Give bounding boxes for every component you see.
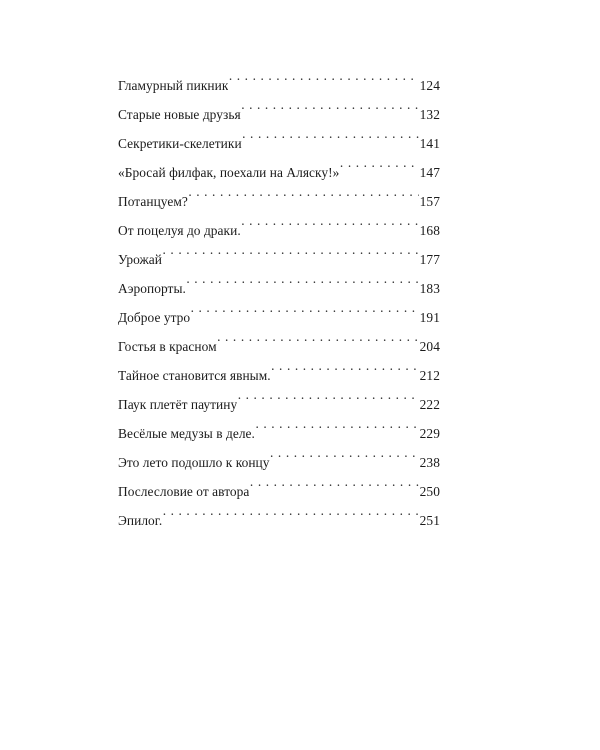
toc-entry-page-number: 212 <box>419 368 440 383</box>
toc-dot-leader <box>238 396 419 409</box>
toc-entry-title: Это лето подошло к концу <box>118 455 270 470</box>
toc-entry[interactable]: Доброе утро 191 <box>118 303 440 332</box>
toc-entry-title: Послесловие от автора <box>118 484 250 499</box>
toc-entry-title: От поцелуя до драки. <box>118 223 241 238</box>
toc-entry[interactable]: Потанцуем? 157 <box>118 187 440 216</box>
toc-entry-page-number: 157 <box>419 194 440 209</box>
toc-entry-title: Гостья в красном <box>118 339 217 354</box>
toc-entry[interactable]: Гостья в красном 204 <box>118 332 440 361</box>
toc-entry[interactable]: Тайное становится явным. 212 <box>118 361 440 390</box>
toc-entry-title: Потанцуем? <box>118 194 188 209</box>
toc-entry-page-number: 132 <box>419 107 440 122</box>
toc-entry[interactable]: Это лето подошло к концу 238 <box>118 448 440 477</box>
toc-dot-leader <box>250 483 419 496</box>
toc-entry-title: Паук плетёт паутину <box>118 397 238 412</box>
toc-dot-leader <box>188 193 419 206</box>
toc-entry[interactable]: Весёлые медузы в деле. 229 <box>118 419 440 448</box>
toc-entry[interactable]: Старые новые друзья 132 <box>118 100 440 129</box>
toc-dot-leader <box>163 512 419 525</box>
toc-entry-page-number: 250 <box>419 484 440 499</box>
toc-entry[interactable]: Послесловие от автора 250 <box>118 477 440 506</box>
toc-entry-title: Аэропорты. <box>118 281 186 296</box>
toc-entry[interactable]: От поцелуя до драки. 168 <box>118 216 440 245</box>
toc-dot-leader <box>241 222 419 235</box>
table-of-contents: Гламурный пикник 124 Старые новые друзья 13… <box>118 71 440 535</box>
toc-dot-leader <box>191 309 419 322</box>
toc-entry-page-number: 168 <box>419 223 440 238</box>
toc-dot-leader <box>255 425 419 438</box>
toc-dot-leader <box>163 251 420 264</box>
toc-entry-title: Секретики-скелетики <box>118 136 242 151</box>
toc-entry-page-number: 204 <box>419 339 440 354</box>
toc-entry-title: Доброе утро <box>118 310 191 325</box>
toc-entry-title: Старые новые друзья <box>118 107 241 122</box>
toc-dot-leader <box>271 367 419 380</box>
toc-entry-page-number: 177 <box>419 252 440 267</box>
toc-entry[interactable]: Урожай 177 <box>118 245 440 274</box>
toc-entry-title: Гламурный пикник <box>118 78 229 93</box>
toc-entry[interactable]: «Бросай филфак, поехали на Аляску!» 147 <box>118 158 440 187</box>
toc-entry-page-number: 183 <box>419 281 440 296</box>
toc-entry-page-number: 124 <box>419 78 440 93</box>
toc-entry[interactable]: Паук плетёт паутину 222 <box>118 390 440 419</box>
toc-entry-title: «Бросай филфак, поехали на Аляску!» <box>118 165 340 180</box>
toc-entry-page-number: 222 <box>419 397 440 412</box>
toc-entry-page-number: 251 <box>419 513 440 528</box>
toc-dot-leader <box>241 106 419 119</box>
toc-entry-page-number: 147 <box>419 165 440 180</box>
toc-entry-page-number: 229 <box>419 426 440 441</box>
toc-entry[interactable]: Аэропорты. 183 <box>118 274 440 303</box>
toc-entry-title: Урожай <box>118 252 163 267</box>
toc-dot-leader <box>217 338 419 351</box>
toc-dot-leader <box>229 77 419 90</box>
toc-dot-leader <box>340 164 419 177</box>
toc-entry-title: Весёлые медузы в деле. <box>118 426 255 441</box>
toc-dot-leader <box>242 135 419 148</box>
toc-entry[interactable]: Гламурный пикник 124 <box>118 71 440 100</box>
toc-entry-title: Тайное становится явным. <box>118 368 271 383</box>
toc-dot-leader <box>186 280 419 293</box>
toc-dot-leader <box>270 454 419 467</box>
toc-entry-page-number: 238 <box>419 455 440 470</box>
toc-entry[interactable]: Эпилог. 251 <box>118 506 440 535</box>
toc-entry-title: Эпилог. <box>118 513 163 528</box>
toc-entry-page-number: 141 <box>419 136 440 151</box>
toc-entry[interactable]: Секретики-скелетики 141 <box>118 129 440 158</box>
toc-entry-page-number: 191 <box>419 310 440 325</box>
